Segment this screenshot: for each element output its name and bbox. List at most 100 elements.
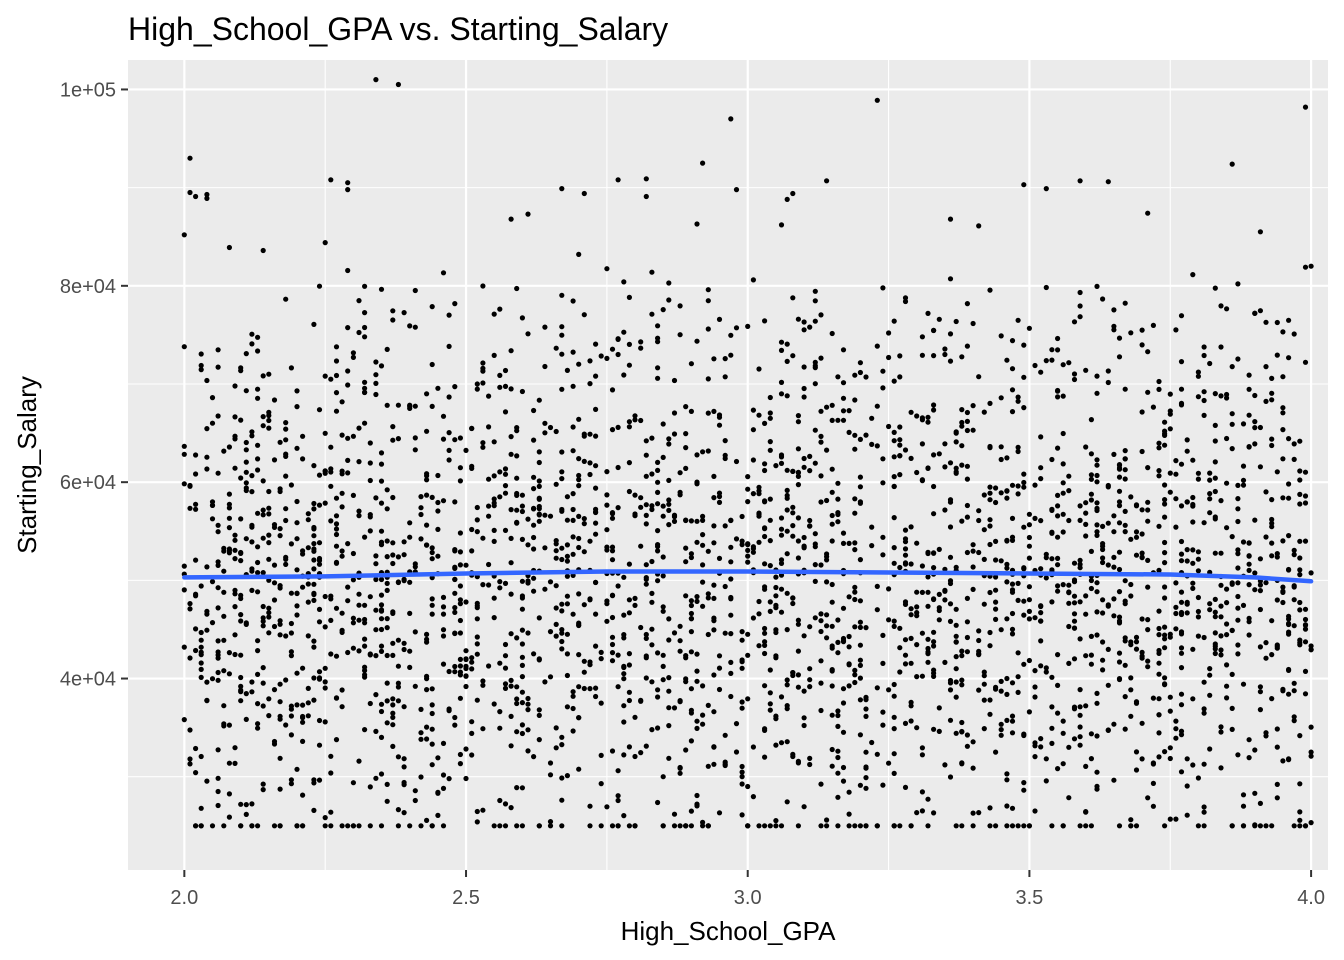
data-point (587, 803, 593, 809)
data-point (728, 559, 734, 565)
data-point (187, 727, 193, 733)
data-point (226, 791, 232, 797)
data-point (1122, 601, 1128, 607)
data-point (959, 682, 965, 688)
data-point (767, 538, 773, 544)
data-point (249, 801, 255, 807)
data-point (255, 386, 261, 392)
data-point (1173, 626, 1179, 632)
data-point (457, 549, 463, 555)
data-point (812, 578, 818, 585)
data-point (238, 801, 244, 807)
x-tick-label: 2.5 (452, 887, 480, 909)
data-point (452, 565, 458, 572)
data-point (970, 427, 976, 433)
data-point (1212, 630, 1218, 636)
data-point (1302, 626, 1309, 632)
data-point (660, 608, 666, 614)
data-point (1021, 612, 1027, 618)
data-point (666, 297, 672, 303)
data-point (688, 649, 695, 655)
data-point (1235, 617, 1241, 623)
data-point (570, 424, 576, 430)
data-point (750, 277, 757, 283)
data-point (1060, 511, 1066, 517)
data-point (897, 424, 903, 430)
data-point (305, 581, 311, 587)
data-point (1246, 582, 1252, 588)
data-point (649, 727, 655, 733)
data-point (345, 180, 351, 186)
data-point (936, 451, 942, 457)
data-point (959, 648, 965, 654)
data-point (424, 542, 430, 548)
data-point (846, 540, 852, 547)
data-point (429, 361, 435, 368)
data-point (970, 564, 976, 570)
data-point (440, 740, 447, 747)
data-point (378, 823, 385, 829)
data-point (964, 649, 971, 655)
data-point (1257, 800, 1263, 807)
data-point (367, 823, 373, 829)
data-point (1167, 489, 1173, 495)
data-point (271, 580, 278, 586)
data-point (593, 520, 599, 526)
data-point (1240, 681, 1247, 687)
data-point (328, 596, 334, 602)
data-point (666, 705, 672, 711)
data-point (480, 582, 486, 588)
data-point (1156, 468, 1162, 474)
data-point (852, 547, 858, 553)
data-point (795, 482, 802, 488)
data-point (762, 561, 768, 567)
data-point (993, 599, 999, 605)
data-point (1302, 469, 1309, 475)
data-point (362, 334, 368, 340)
data-point (1252, 419, 1258, 425)
data-point (1026, 709, 1032, 715)
data-point (502, 653, 509, 659)
data-point (333, 526, 340, 532)
data-point (1021, 471, 1027, 477)
data-point (542, 420, 548, 426)
data-point (919, 478, 926, 484)
data-point (947, 358, 954, 364)
data-point (1021, 565, 1027, 571)
data-point (700, 532, 706, 538)
data-point (874, 607, 880, 613)
data-point (1302, 616, 1309, 623)
data-point (942, 441, 948, 447)
data-point (322, 679, 328, 685)
data-point (1133, 700, 1140, 706)
data-point (784, 677, 790, 683)
data-point (255, 348, 261, 354)
data-point (564, 553, 571, 559)
data-point (373, 391, 379, 398)
data-point (1201, 679, 1207, 685)
data-point (238, 683, 244, 690)
data-point (1071, 625, 1078, 631)
data-point (294, 823, 300, 829)
data-point (328, 823, 334, 829)
data-point (891, 429, 897, 435)
data-point (277, 533, 283, 539)
data-point (818, 473, 824, 479)
data-point (187, 606, 193, 612)
data-point (193, 626, 199, 632)
data-point (762, 318, 768, 324)
data-point (626, 424, 633, 430)
data-point (852, 596, 858, 603)
data-point (215, 788, 221, 795)
data-point (863, 765, 869, 771)
data-point (942, 762, 948, 768)
data-point (502, 823, 509, 829)
data-point (840, 700, 847, 706)
data-point (694, 594, 700, 600)
data-point (807, 677, 813, 683)
data-point (1021, 598, 1027, 604)
data-point (401, 640, 407, 646)
data-point (519, 503, 526, 509)
data-point (829, 521, 835, 527)
data-point (502, 367, 509, 374)
